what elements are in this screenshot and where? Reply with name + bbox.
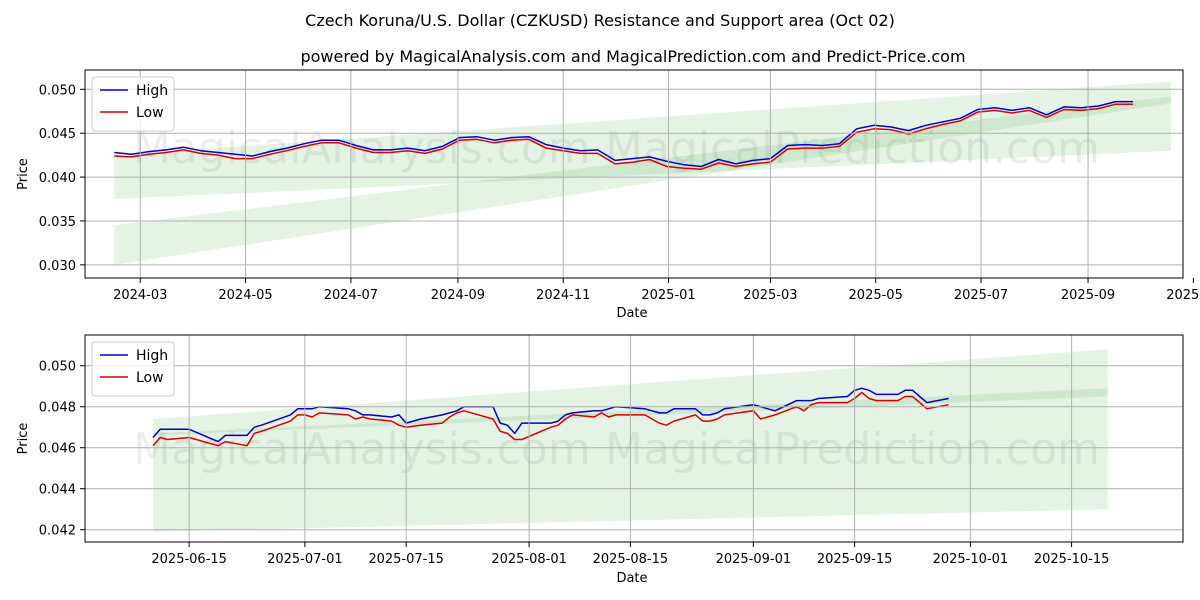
bottom-x-tick-label: 2025-09-15 <box>817 552 893 567</box>
top-series-low-line <box>114 103 1133 170</box>
top-watermark-analysis: MagicalAnalysis.com <box>133 123 591 174</box>
top-plot-area: MagicalAnalysis.com MagicalPrediction.com <box>114 81 1171 265</box>
top-y-tick-label: 0.040 <box>39 171 76 186</box>
bottom-x-axis-label: Date <box>616 571 647 586</box>
top-support-band <box>114 96 1171 265</box>
bottom-watermark-prediction: MagicalPrediction.com <box>605 424 1100 475</box>
bottom-y-tick-label: 0.042 <box>39 524 76 539</box>
top-x-tick-label: 2025-09 <box>1061 288 1115 303</box>
bottom-legend: High Low <box>91 341 175 397</box>
bottom-series-high-line <box>152 387 949 443</box>
top-x-tick-label: 2025-11 <box>1166 288 1200 303</box>
bottom-plot-area: MagicalAnalysis.com MagicalPrediction.com <box>133 349 1108 532</box>
top-x-axis-label: Date <box>616 306 647 321</box>
top-resistance-band <box>114 81 1171 200</box>
top-x-tick-label: 2025-07 <box>954 288 1008 303</box>
top-panel: MagicalAnalysis.com MagicalPrediction.com… <box>16 69 1200 321</box>
bottom-x-tick-label: 2025-09-01 <box>716 552 792 567</box>
top-y-axis-label: Price <box>16 158 31 190</box>
bottom-legend-label-high: High <box>136 348 168 364</box>
bottom-panel: MagicalAnalysis.com MagicalPrediction.com… <box>16 334 1184 586</box>
top-y-tick-label: 0.050 <box>39 83 76 98</box>
chart-title: Czech Koruna/U.S. Dollar (CZKUSD) Resist… <box>305 11 895 30</box>
top-x-tick-label: 2024-09 <box>431 288 485 303</box>
top-x-tick-label: 2024-11 <box>536 288 590 303</box>
bottom-y-tick-label: 0.048 <box>39 401 76 416</box>
bottom-legend-label-low: Low <box>136 370 164 386</box>
top-x-tick-label: 2025-03 <box>743 288 797 303</box>
chart-subtitle: powered by MagicalAnalysis.com and Magic… <box>300 47 965 66</box>
top-x-tick-label: 2025-01 <box>641 288 695 303</box>
top-x-tick-label: 2024-03 <box>113 288 167 303</box>
bottom-y-axis-label: Price <box>16 423 31 455</box>
top-series-high-line <box>114 100 1133 168</box>
bottom-y-tick-label: 0.044 <box>39 483 76 498</box>
bottom-x-tick-label: 2025-08-15 <box>593 552 669 567</box>
bottom-x-tick-label: 2025-07-15 <box>368 552 444 567</box>
top-x-tick-label: 2024-05 <box>218 288 272 303</box>
top-y-tick-label: 0.035 <box>39 215 76 230</box>
top-x-tick-label: 2024-07 <box>324 288 378 303</box>
top-axes-frame <box>84 69 1184 279</box>
bottom-series-low-line <box>152 391 949 447</box>
bottom-axes-frame <box>84 334 1184 543</box>
bottom-y-tick-label: 0.050 <box>39 360 76 375</box>
bottom-x-tick-label: 2025-07-01 <box>267 552 343 567</box>
top-legend-label-high: High <box>136 83 168 99</box>
bottom-x-tick-label: 2025-06-15 <box>151 552 227 567</box>
bottom-x-tick-label: 2025-10-01 <box>933 552 1009 567</box>
top-legend: High Low <box>91 76 175 132</box>
bottom-y-tick-label: 0.046 <box>39 442 76 457</box>
top-y-tick-label: 0.030 <box>39 259 76 274</box>
bottom-x-tick-label: 2025-10-15 <box>1034 552 1110 567</box>
top-legend-label-low: Low <box>136 105 164 121</box>
bottom-x-tick-label: 2025-08-01 <box>491 552 567 567</box>
top-y-tick-label: 0.045 <box>39 127 76 142</box>
top-x-tick-label: 2025-05 <box>849 288 903 303</box>
